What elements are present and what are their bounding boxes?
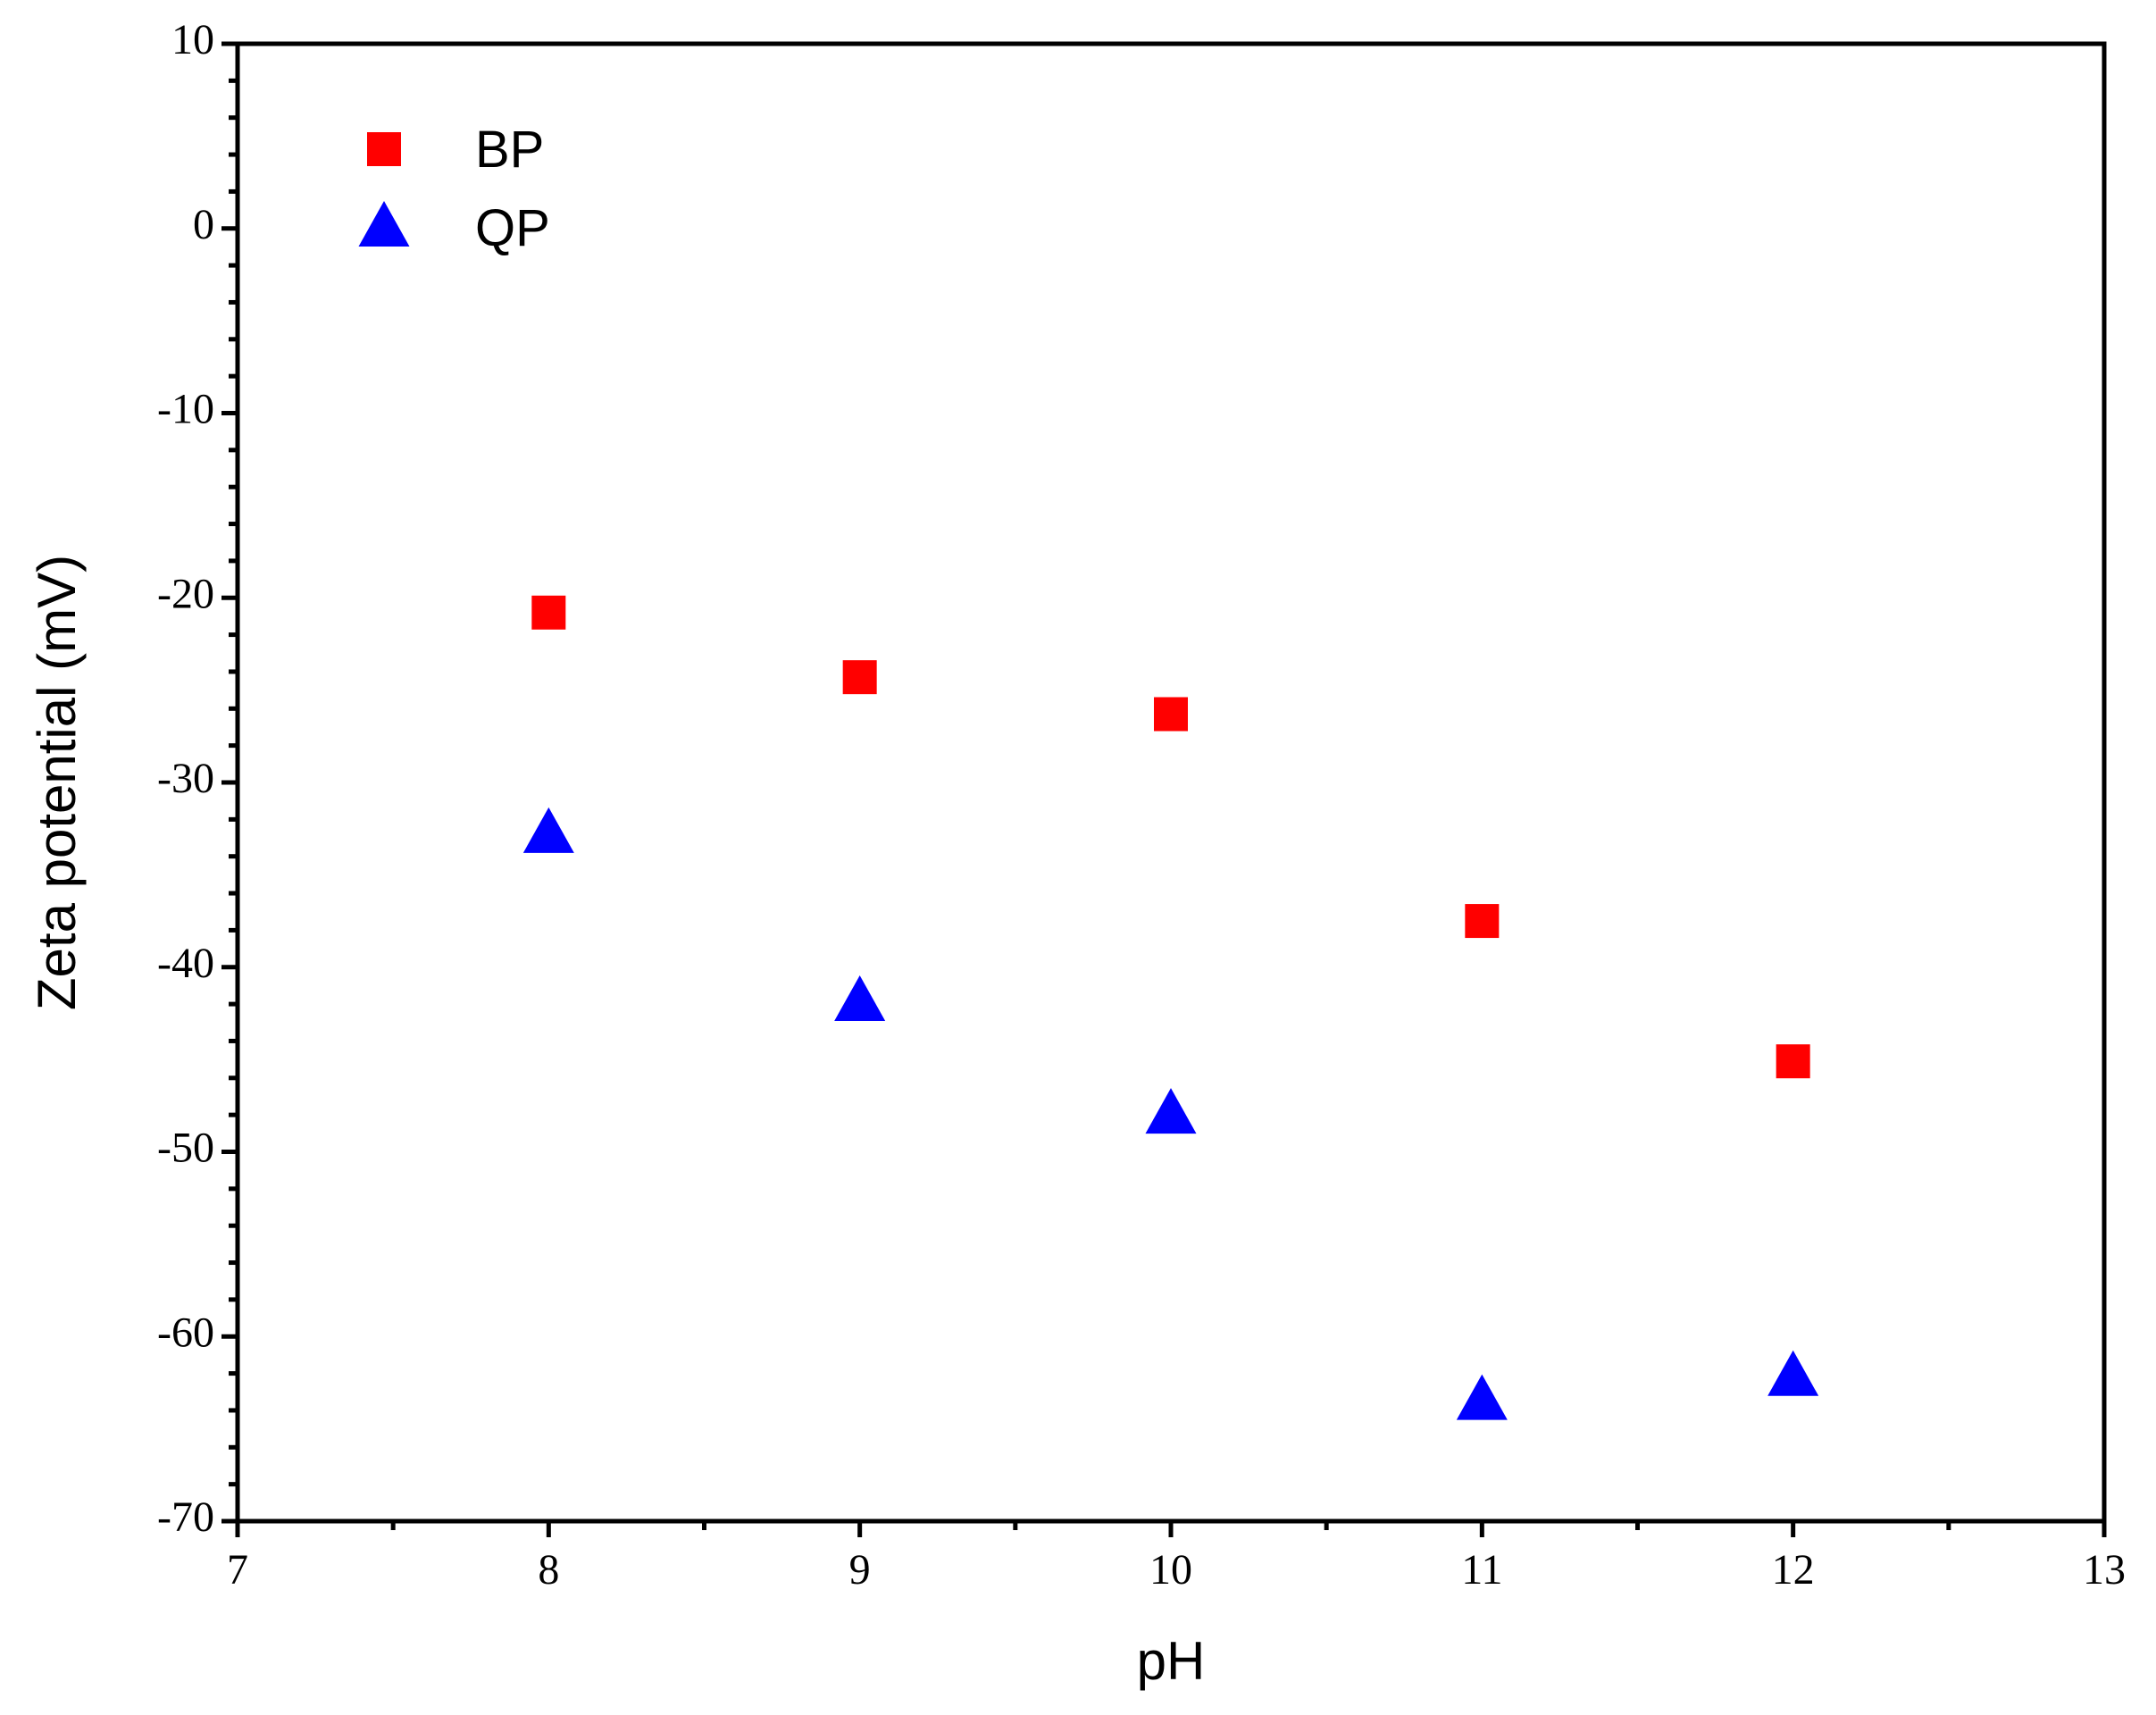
point [834, 975, 886, 1022]
x-tick-label: 8 [538, 1546, 559, 1594]
y-tick-label: -40 [157, 940, 214, 987]
y-tick-label: 0 [193, 201, 214, 248]
point [522, 807, 574, 853]
x-tick-label: 12 [1772, 1546, 1815, 1594]
x-tick-label: 9 [849, 1546, 871, 1594]
x-tick-label: 13 [2083, 1546, 2126, 1594]
x-tick-label: 11 [1461, 1546, 1502, 1594]
legend-marker [358, 201, 410, 247]
y-tick-label: -60 [157, 1309, 214, 1356]
point [1145, 1088, 1197, 1134]
y-axis-label: Zeta potential (mV) [27, 555, 87, 1010]
legend-label: BP [475, 121, 544, 179]
point [1154, 697, 1188, 732]
y-tick-label: -20 [157, 570, 214, 617]
x-axis-label: pH [1137, 1631, 1206, 1691]
plot-frame [235, 41, 2107, 1524]
point [1456, 1374, 1508, 1420]
y-tick-label: 10 [171, 16, 214, 63]
y-tick-label: -70 [157, 1493, 214, 1541]
point [1767, 1350, 1819, 1396]
y-tick-label: -10 [157, 386, 214, 433]
point [842, 660, 877, 695]
point [531, 595, 566, 630]
x-tick-label: 7 [227, 1546, 248, 1594]
point [1776, 1044, 1810, 1079]
y-tick-label: -50 [157, 1125, 214, 1172]
legend-marker [367, 132, 401, 166]
legend-label: QP [475, 199, 550, 257]
y-tick-label: -30 [157, 755, 214, 802]
point [1465, 904, 1500, 939]
x-tick-label: 10 [1149, 1546, 1192, 1594]
